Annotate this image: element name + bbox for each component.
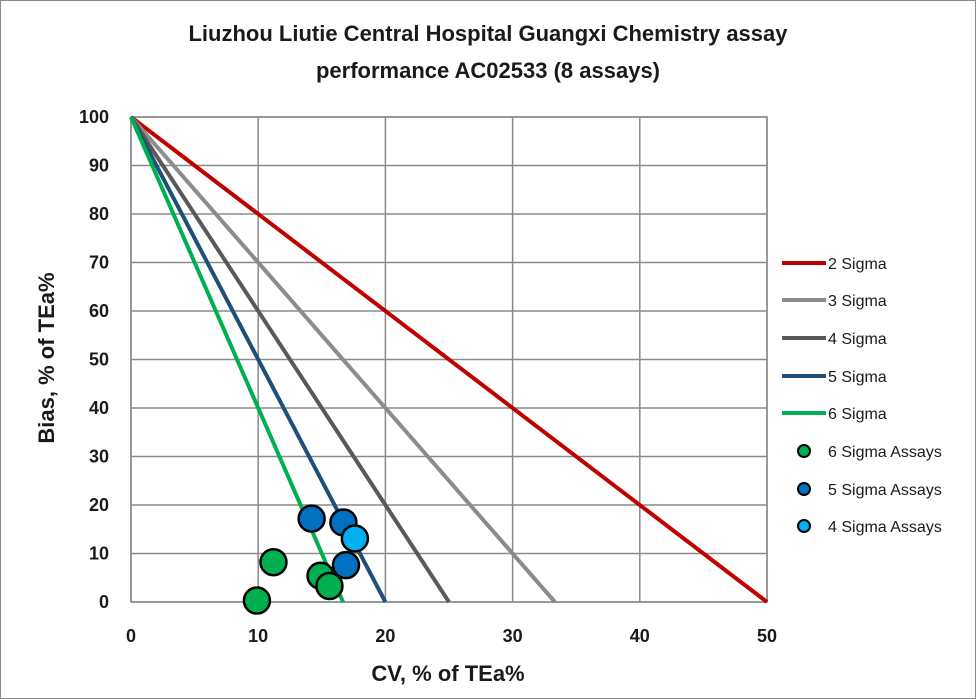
sigma-line	[129, 115, 769, 604]
assay-point	[340, 524, 370, 553]
y-tick-label: 50	[89, 350, 109, 370]
y-tick-label: 30	[89, 447, 109, 467]
x-tick-label: 40	[630, 626, 650, 646]
sigma-line	[129, 115, 557, 604]
legend-marker-swatch	[797, 444, 811, 458]
x-tick-label: 0	[126, 626, 136, 646]
legend-marker-swatch	[797, 482, 811, 496]
y-tick-label: 90	[89, 156, 109, 176]
legend-label: 4 Sigma	[828, 331, 887, 348]
y-tick-label: 80	[89, 204, 109, 224]
y-tick-label: 60	[89, 301, 109, 321]
legend-label: 6 Sigma	[828, 406, 887, 423]
y-tick-label: 20	[89, 495, 109, 515]
y-tick-label: 40	[89, 398, 109, 418]
assay-point	[242, 586, 272, 615]
legend-label: 3 Sigma	[828, 293, 887, 310]
legend-label: 5 Sigma	[828, 369, 887, 386]
legend-label: 6 Sigma Assays	[828, 444, 942, 461]
assay-point	[259, 547, 288, 577]
x-tick-label: 20	[375, 626, 395, 646]
legend-label: 5 Sigma Assays	[828, 482, 942, 499]
legend-label: 4 Sigma Assays	[828, 519, 942, 536]
x-tick-label: 10	[248, 626, 268, 646]
assay-point	[315, 571, 344, 601]
chart-subtitle: performance AC02533 (8 assays)	[315, 58, 661, 83]
assay-point	[297, 504, 326, 533]
y-tick-label: 70	[89, 253, 109, 273]
x-tick-label: 30	[503, 626, 523, 646]
legend-marker-swatch	[797, 519, 811, 533]
y-tick-label: 0	[99, 592, 109, 612]
chart-title: Liuzhou Liutie Central Hospital Guangxi …	[188, 21, 788, 46]
legend-label: 2 Sigma	[828, 256, 887, 273]
assay-point	[331, 550, 361, 580]
sigma-line	[129, 115, 451, 604]
x-tick-label: 50	[757, 626, 777, 646]
y-tick-label: 10	[89, 544, 109, 564]
y-tick-label: 100	[79, 107, 109, 127]
x-axis-label: CV, % of TEa%	[371, 661, 525, 686]
